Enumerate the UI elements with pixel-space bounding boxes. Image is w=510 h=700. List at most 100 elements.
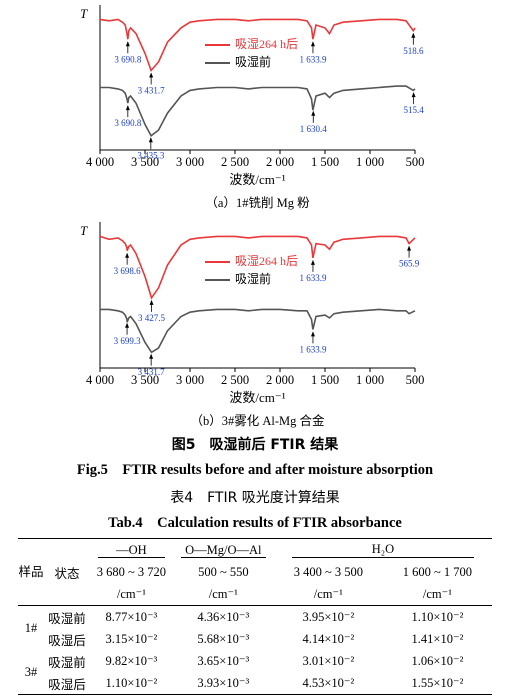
- annotation-label: 518.6: [403, 46, 424, 56]
- header-cell: /cm⁻¹: [116, 587, 146, 601]
- annotation-arrowhead: [125, 105, 130, 111]
- header-cell: O—Mg/O—Al: [181, 542, 266, 558]
- table-title-en: Tab.4 Calculation results of FTIR absorb…: [108, 515, 402, 531]
- annotation-arrowhead: [310, 41, 315, 47]
- header-cell: 样品: [18, 538, 44, 606]
- annotation-label: 3 435.3: [137, 150, 165, 160]
- spectrum-line: [99, 235, 416, 300]
- x-tick-label: 3 500: [131, 155, 159, 169]
- value-cell: 4.14×10⁻²: [302, 632, 355, 646]
- value-cell: 9.82×10⁻³: [105, 654, 158, 668]
- x-tick-label: 3 000: [176, 155, 204, 169]
- value-cell: 5.68×10⁻³: [197, 632, 250, 646]
- state-cell: 吸湿后: [48, 677, 86, 692]
- spectrum-line: [100, 85, 416, 138]
- annotation-arrowhead: [310, 259, 315, 265]
- x-axis-label: 波数/cm⁻¹: [229, 390, 285, 405]
- value-cell: 4.36×10⁻³: [197, 610, 250, 624]
- x-tick-label: 1 000: [356, 155, 384, 169]
- value-cell: 4.53×10⁻²: [302, 676, 355, 690]
- header-cell: 1 600 ~ 1 700: [402, 564, 473, 579]
- value-cell: 3.93×10⁻³: [197, 676, 250, 690]
- annotation-arrowhead: [125, 41, 130, 47]
- annotation-label: 565.9: [399, 259, 420, 269]
- value-cell: 1.10×10⁻²: [105, 676, 158, 690]
- annotation-arrowhead: [310, 331, 315, 337]
- table-title: 表4 FTIR 吸光度计算结果: [170, 490, 340, 506]
- value-cell: 3.95×10⁻²: [302, 610, 355, 624]
- figure-caption: 图5 吸湿前后 FTIR 结果: [171, 437, 339, 453]
- legend-label: 吸湿264 h后: [235, 36, 298, 51]
- x-tick-label: 500: [406, 155, 425, 169]
- figure: T 4 000 3 500 3 000 2 500 2 000 1 500 1 000 500 波…: [80, 5, 425, 428]
- header-cell: 500 ~ 550: [198, 564, 249, 579]
- annotation-label: 1 633.9: [299, 273, 327, 283]
- x-tick-label: 2 500: [221, 155, 249, 169]
- annotation-arrowhead: [149, 72, 154, 78]
- y-axis-label: T: [80, 6, 88, 21]
- annotation-label: 3 698.6: [114, 266, 142, 276]
- sample-cell: 3#: [24, 664, 38, 679]
- header-cell: H₂O: [291, 542, 475, 558]
- header-cell: /cm⁻¹: [208, 587, 238, 601]
- annotation-arrowhead: [149, 299, 154, 305]
- value-cell: 1.10×10⁻²: [411, 610, 464, 624]
- annotation-arrowhead: [411, 92, 416, 98]
- header-cell: /cm⁻¹: [422, 587, 452, 601]
- x-tick-label: 4 000: [86, 373, 114, 387]
- chart-caption: （b）3#雾化 Al-Mg 合金: [190, 413, 325, 428]
- x-tick-label: 4 000: [86, 155, 114, 169]
- annotation-label: 3 690.8: [114, 54, 142, 64]
- x-tick-label: 3 500: [131, 373, 159, 387]
- legend-label: 吸湿前: [235, 54, 271, 69]
- value-cell: 3.15×10⁻²: [105, 632, 158, 646]
- x-tick-label: 2 000: [266, 155, 294, 169]
- legend-label: 吸湿264 h后: [235, 253, 298, 268]
- annotation-label: 515.4: [403, 105, 424, 115]
- x-tick-label: 1 500: [311, 373, 339, 387]
- value-cell: 3.65×10⁻³: [197, 654, 250, 668]
- annotation-arrowhead: [411, 32, 416, 38]
- annotation-label: 3 699.3: [114, 336, 142, 346]
- header-cell: 状态: [54, 566, 80, 581]
- x-tick-label: 1 000: [356, 373, 384, 387]
- legend-label: 吸湿前: [235, 271, 271, 286]
- figure-caption-en: Fig.5 FTIR results before and after mois…: [76, 462, 434, 478]
- annotation-arrowhead: [149, 353, 154, 359]
- annotation-arrowhead: [148, 137, 153, 143]
- value-cell: 3.01×10⁻²: [302, 654, 355, 668]
- value-cell: 1.55×10⁻²: [411, 676, 464, 690]
- annotation-arrowhead: [311, 110, 316, 116]
- chart-caption: （a）1#铣削 Mg 粉: [205, 195, 310, 210]
- value-cell: 1.06×10⁻²: [411, 654, 464, 668]
- annotation-label: 3 431.7: [138, 86, 166, 96]
- x-tick-label: 3 000: [176, 373, 204, 387]
- header-cell: —OH: [98, 542, 165, 558]
- sample-cell: 1#: [24, 620, 38, 635]
- annotation-arrowhead: [125, 252, 130, 258]
- annotation-arrowhead: [125, 322, 130, 328]
- header-cell: 3 680 ~ 3 720: [96, 564, 167, 579]
- x-tick-label: 2 000: [266, 373, 294, 387]
- spectrum-line: [100, 308, 416, 354]
- table: 样品 状态 —OH O—Mg/O—Al H₂O 3 680 ~ 3 720 500…: [18, 538, 492, 695]
- x-tick-label: 1 500: [311, 155, 339, 169]
- x-tick-label: 2 500: [221, 373, 249, 387]
- annotation-label: 3 431.7: [138, 367, 166, 377]
- annotation-label: 1 633.9: [299, 54, 327, 64]
- header-cell: /cm⁻¹: [313, 587, 343, 601]
- annotation-label: 3 427.5: [138, 313, 166, 323]
- x-tick-label: 500: [406, 373, 425, 387]
- value-cell: 8.77×10⁻³: [105, 610, 158, 624]
- annotation-label: 1 630.4: [300, 124, 328, 134]
- annotation-label: 1 633.9: [299, 344, 327, 354]
- state-cell: 吸湿后: [48, 633, 86, 648]
- annotation-label: 3 690.8: [114, 118, 142, 128]
- header-cell: 3 400 ~ 3 500: [293, 564, 363, 579]
- annotation-arrowhead: [407, 245, 412, 251]
- state-cell: 吸湿前: [48, 655, 86, 670]
- y-axis-label: T: [80, 223, 88, 238]
- x-axis-label: 波数/cm⁻¹: [229, 172, 285, 187]
- state-cell: 吸湿前: [48, 611, 86, 626]
